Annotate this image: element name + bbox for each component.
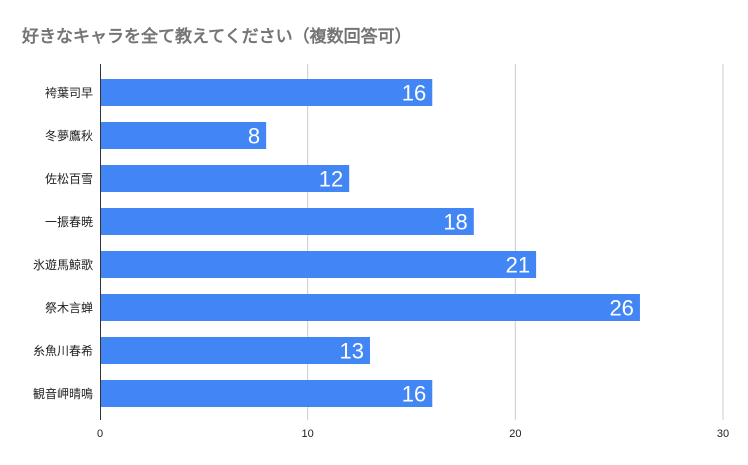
category-label-5: 氷遊馬鯨歌 — [33, 257, 93, 272]
bar-8 — [100, 380, 433, 407]
data-label-4: 18 — [443, 210, 467, 235]
x-tick-label-10: 10 — [302, 428, 314, 440]
bar-7 — [100, 337, 370, 364]
bar-4 — [100, 208, 474, 235]
category-label-8: 観音岬晴鳴 — [33, 386, 93, 401]
bar-2 — [100, 122, 267, 149]
data-label-7: 13 — [339, 339, 363, 364]
category-label-7: 糸魚川春希 — [33, 343, 93, 358]
bar-3 — [100, 165, 350, 192]
chart-title: 好きなキャラを全て教えてください（複数回答可） — [22, 27, 412, 47]
bar-5 — [100, 251, 537, 278]
category-label-2: 冬夢鷹秋 — [45, 128, 93, 143]
category-label-4: 一振春暁 — [45, 215, 93, 229]
data-label-3: 12 — [319, 167, 343, 192]
data-label-2: 8 — [248, 124, 260, 149]
category-label-6: 祭木言蝉 — [45, 301, 93, 315]
data-label-1: 16 — [402, 81, 426, 106]
x-tick-label-0: 0 — [97, 428, 103, 440]
bar-6 — [100, 294, 640, 321]
category-label-1: 袴葉司早 — [45, 86, 93, 100]
x-tick-label-20: 20 — [509, 428, 521, 440]
data-label-8: 16 — [402, 382, 426, 407]
data-label-6: 26 — [609, 296, 633, 321]
bar-1 — [100, 79, 433, 106]
x-tick-label-30: 30 — [717, 428, 729, 440]
data-label-5: 21 — [506, 253, 530, 278]
category-label-3: 佐松百雪 — [45, 172, 93, 186]
